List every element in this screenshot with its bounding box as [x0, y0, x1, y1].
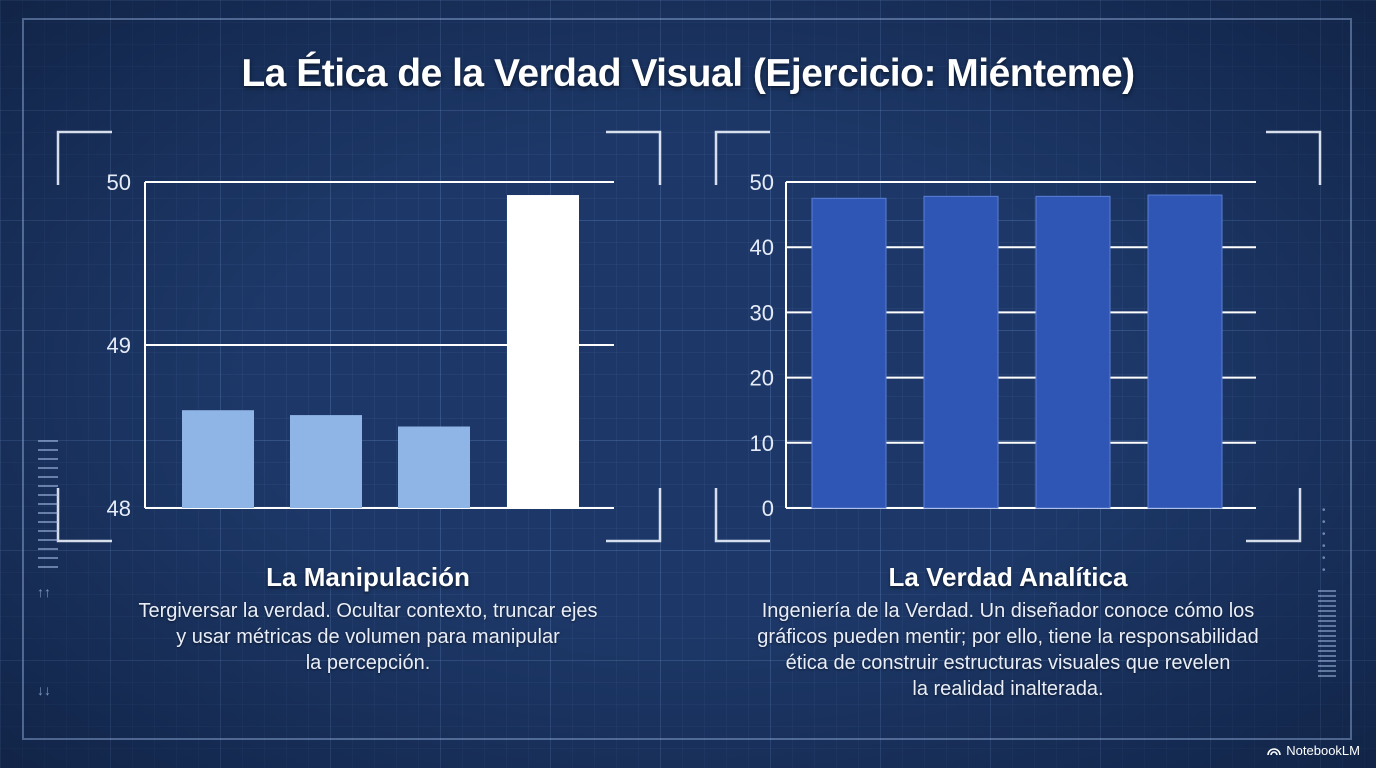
corner-bracket	[714, 130, 770, 185]
y-tick-label: 50	[107, 170, 131, 195]
corner-bracket	[606, 130, 662, 185]
bar	[507, 195, 579, 509]
y-tick-label: 40	[750, 235, 774, 260]
analytic-truth-text-line: la realidad inalterada.	[912, 678, 1104, 700]
analytic-truth-text-line: gráficos pueden mentir; por ello, tiene …	[757, 626, 1259, 648]
y-tick-label: 50	[750, 170, 774, 195]
y-tick-label: 0	[762, 496, 774, 521]
corner-bracket	[56, 488, 112, 543]
bar	[290, 415, 362, 508]
manipulation-heading: La Manipulación	[266, 562, 470, 592]
dotted-markers-icon: • • • • • •	[1322, 505, 1326, 576]
vertical-arrows-icon: ↑↑ ↓↓	[37, 584, 51, 698]
brand-label: NotebookLM	[1286, 743, 1360, 758]
bar	[1035, 195, 1111, 509]
y-tick-label: 20	[750, 366, 774, 391]
manipulation-text-line: Tergiversar la verdad. Ocultar contexto,…	[138, 600, 598, 622]
corner-bracket	[606, 488, 662, 543]
bar	[1147, 194, 1223, 509]
bar	[182, 410, 254, 508]
bar	[923, 195, 999, 509]
corner-bracket	[56, 130, 112, 185]
corner-bracket	[1266, 130, 1322, 185]
corner-bracket	[714, 488, 770, 543]
y-tick-label: 10	[750, 431, 774, 456]
ruler-ticks-right	[1318, 590, 1336, 680]
notebooklm-brand: NotebookLM	[1267, 743, 1360, 758]
manipulation-text-line: la percepción.	[305, 652, 431, 674]
page-title: La Ética de la Verdad Visual (Ejercicio:…	[241, 52, 1135, 95]
analytic-truth-chart: 0 10 20 30 40 50	[750, 170, 1256, 521]
outer-frame	[22, 18, 1352, 740]
manipulation-chart: 48 49 50	[107, 170, 614, 521]
manipulation-description: Tergiversar la verdad. Ocultar contexto,…	[60, 598, 676, 676]
bar	[398, 426, 470, 508]
analytic-truth-heading: La Verdad Analítica	[888, 562, 1128, 592]
bar	[811, 197, 887, 509]
corner-bracket	[1246, 488, 1302, 543]
notebooklm-logo-icon	[1267, 747, 1282, 755]
analytic-truth-description: Ingeniería de la Verdad. Un diseñador co…	[700, 598, 1316, 702]
y-tick-label: 49	[107, 333, 131, 358]
y-tick-label: 30	[750, 300, 774, 325]
analytic-truth-text-line: Ingeniería de la Verdad. Un diseñador co…	[761, 600, 1255, 622]
y-tick-label: 48	[107, 496, 131, 521]
corner-brackets	[56, 130, 1322, 543]
ruler-ticks-left	[38, 440, 58, 570]
analytic-truth-text-line: ética de construir estructuras visuales …	[785, 652, 1231, 674]
manipulation-text-line: y usar métricas de volumen para manipula…	[176, 626, 560, 648]
